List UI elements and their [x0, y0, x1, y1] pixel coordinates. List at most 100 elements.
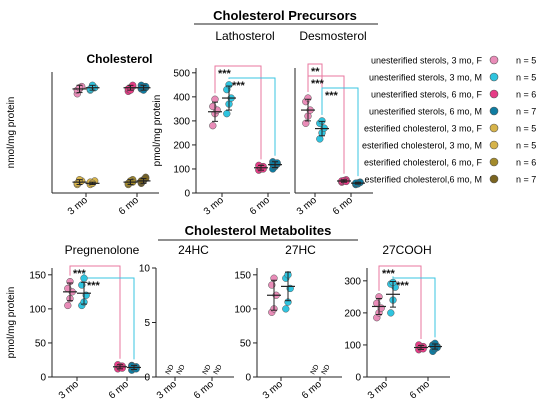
significance-bracket: ***: [228, 77, 276, 156]
legend-item: esterified cholesterol,6 mo, M n = 7: [364, 175, 536, 185]
nd-label: ND: [176, 364, 187, 376]
series-teal: [136, 81, 151, 94]
x-tick-label: 3 mo: [57, 379, 81, 402]
significance-bracket: ***: [321, 87, 359, 177]
series-pink: [72, 82, 87, 98]
series-teal: [428, 339, 442, 356]
y-tick-label: 50: [35, 338, 47, 349]
legend-label: unesterified sterols, 6 mo, F: [371, 90, 483, 100]
panel-title: Lathosterol: [215, 29, 274, 43]
y-tick-label: 0: [144, 373, 150, 384]
legend-n: n = 7: [516, 175, 536, 185]
metabolites-section-title: Cholesterol Metabolites: [185, 223, 332, 238]
legend-item: unesterified sterols, 3 mo, M n = 5: [369, 73, 536, 83]
series-hotpink: [337, 176, 351, 186]
y-tick-label: 150: [29, 270, 46, 281]
panel-title: Pregnenolone: [65, 243, 140, 257]
bracket-line: [228, 77, 276, 156]
legend-label: unesterified sterols, 6 mo, M: [369, 107, 482, 117]
significance-label: ***: [325, 90, 339, 102]
panel-cooh27: 27COOH 0 100 200 300 3 mo 6 mo ******: [344, 243, 450, 402]
y-tick-label: 50: [240, 338, 252, 349]
bracket-line: [392, 276, 436, 338]
bracket-line: [214, 65, 262, 160]
nd-label: ND: [202, 364, 213, 376]
panel-cholesterol: Cholesterol nmol/mg protein 3 mo 6 mo: [6, 52, 159, 218]
data-point: [64, 301, 72, 310]
legend-marker: [489, 106, 499, 116]
significance-label: ***: [218, 68, 232, 80]
legend-label: esterified cholesterol, 3 mo, M: [362, 141, 482, 151]
panel-title: 24HC: [178, 243, 209, 257]
series-cyan: [386, 278, 400, 317]
x-tick-label: 6 mo: [248, 195, 272, 218]
series-cyan: [85, 81, 100, 94]
legend-item: esterified cholesterol, 3 mo, F n = 5: [364, 124, 536, 134]
series-hotpink: [254, 161, 268, 174]
significance-label: ***: [232, 80, 246, 92]
bracket-line: [69, 265, 121, 359]
series-teal: [127, 361, 141, 374]
series-pink: [372, 293, 386, 322]
legend-label: unesterified sterols, 3 mo, F: [371, 56, 483, 66]
legend-label: esterified cholesterol, 3 mo, F: [364, 124, 483, 134]
legend-marker: [489, 55, 499, 65]
legend-n: n = 5: [516, 124, 536, 134]
nd-label: ND: [310, 364, 321, 376]
panel-title: 27HC: [285, 243, 316, 257]
panel-title: Desmosterol: [299, 29, 366, 43]
x-tick-label: 6 mo: [408, 379, 432, 402]
significance-bracket: ***: [214, 65, 262, 160]
x-tick-label: 6 mo: [117, 195, 141, 218]
y-tick-label: 100: [29, 304, 46, 315]
legend-item: unesterified sterols, 3 mo, F n = 5: [371, 56, 536, 66]
legend-item: unesterified sterols, 6 mo, F n = 6: [371, 90, 536, 100]
significance-label: ***: [396, 280, 410, 292]
data-point: [209, 122, 217, 130]
precursors-section-title: Cholesterol Precursors: [213, 8, 357, 23]
legend-n: n = 5: [516, 56, 536, 66]
legend-marker: [489, 123, 499, 133]
x-tick-label: 6 mo: [107, 379, 131, 402]
significance-bracket: ***: [378, 265, 422, 339]
panel-lathosterol: Lathosterol 0 100 200 300 400 500 pmol/mg prote…: [152, 29, 290, 218]
y-tick-label: 150: [234, 270, 251, 281]
y-tick-label: 100: [234, 304, 251, 315]
series-teal: [351, 178, 365, 189]
series-teal: [268, 158, 282, 173]
y-tick-label: 100: [344, 340, 361, 351]
chart-panels: Cholesterol nmol/mg protein 3 mo 6 mo Lathos…: [6, 29, 450, 402]
legend-label: esterified cholesterol,6 mo, M: [364, 175, 482, 185]
bracket-line: [378, 265, 422, 339]
data-point: [80, 274, 88, 282]
legend-marker: [489, 174, 499, 184]
bracket-line: [321, 87, 359, 177]
panel-title: Cholesterol: [86, 52, 152, 66]
series-cyan: [281, 271, 295, 313]
legend-n: n = 6: [516, 158, 536, 168]
legend-marker: [489, 89, 499, 99]
significance-label: ***: [87, 280, 101, 292]
y-tick-label: 500: [173, 68, 190, 79]
nd-label: ND: [321, 364, 332, 376]
y-tick-label: 200: [173, 140, 190, 151]
legend-n: n = 7: [516, 107, 536, 117]
x-tick-label: 3 mo: [66, 195, 90, 218]
series-pink: [267, 274, 281, 316]
y-tick-label: 10: [139, 264, 151, 275]
significance-bracket: ***: [307, 75, 345, 174]
data-point: [302, 119, 310, 127]
y-axis-label: nmol/mg protein: [6, 97, 17, 169]
y-tick-label: 200: [344, 308, 361, 319]
y-tick-label: 0: [245, 373, 251, 384]
legend-marker: [489, 72, 499, 82]
y-tick-label: 400: [173, 92, 190, 103]
legend-n: n = 5: [516, 73, 536, 83]
y-tick-label: 0: [184, 189, 190, 200]
x-tick-label: 3 mo: [295, 195, 319, 218]
x-tick-label: 3 mo: [366, 379, 390, 402]
significance-bracket: ***: [83, 272, 135, 360]
